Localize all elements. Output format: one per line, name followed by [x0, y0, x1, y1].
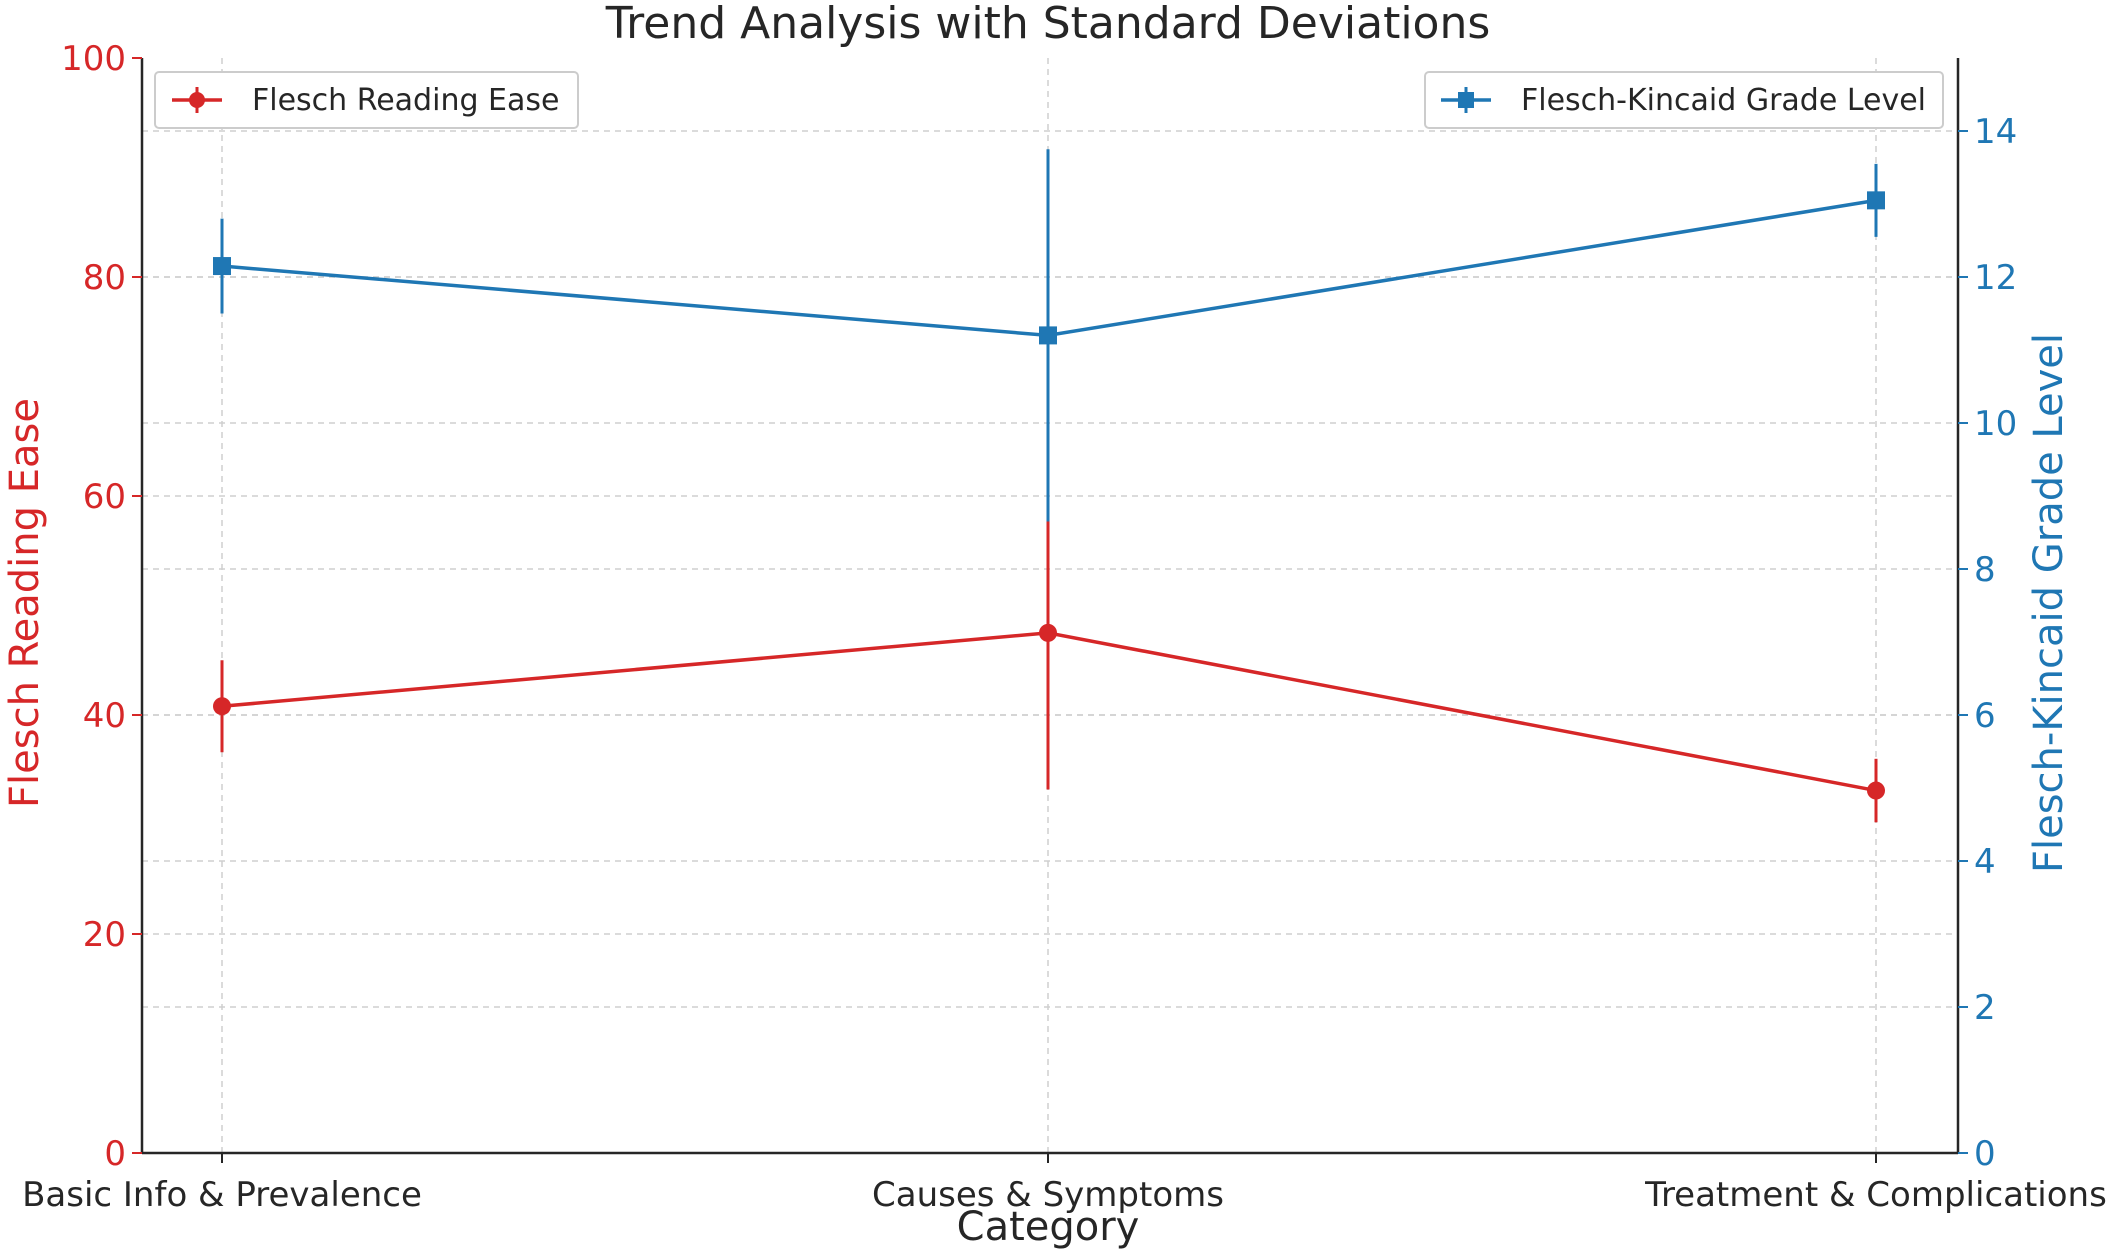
- y-right-tick-label-6: 6: [1974, 696, 1996, 736]
- y-right-tick-label-8: 8: [1974, 550, 1996, 590]
- series-0-point-0: [213, 697, 231, 716]
- y-right-tick-label-0: 0: [1974, 1134, 1996, 1174]
- series-0-point-1: [1039, 623, 1057, 642]
- series-0-point-2: [1867, 781, 1885, 800]
- y-axis-right-label: Flesch-Kincaid Grade Level: [2026, 333, 2072, 873]
- y-right-tick-label-10: 10: [1974, 404, 2017, 444]
- y-left-tick-label-60: 60: [83, 477, 126, 517]
- series-layer: [213, 149, 1885, 823]
- axes: 0 20 40 60 80 100 0 2 4 6 8 10 12 14 Basic Info & Prev…: [22, 39, 2107, 1215]
- y-left-tick-label-40: 40: [83, 696, 126, 736]
- series-1-point-1: [1039, 326, 1057, 345]
- legend-label-fre: Flesch Reading Ease: [252, 83, 559, 118]
- y-axis-left-label: Flesch Reading Ease: [2, 398, 48, 808]
- y-right-tick-label-14: 14: [1974, 112, 2017, 152]
- x-tick-label-1: Causes & Symptoms: [872, 1175, 1224, 1215]
- grid-lines: [142, 58, 1958, 1153]
- series-1-point-2: [1867, 191, 1885, 210]
- y-right-tick-label-12: 12: [1974, 258, 2017, 298]
- y-left-tick-label-0: 0: [104, 1134, 126, 1174]
- legend-flesch-kincaid: Flesch-Kincaid Grade Level: [1424, 71, 1944, 129]
- legend-label-fkgl: Flesch-Kincaid Grade Level: [1521, 83, 1926, 118]
- chart-title: Trend Analysis with Standard Deviations: [605, 0, 1491, 49]
- y-left-tick-label-100: 100: [61, 39, 126, 79]
- x-tick-label-0: Basic Info & Prevalence: [22, 1175, 422, 1215]
- y-left-tick-label-80: 80: [83, 258, 126, 298]
- series-1-point-0: [213, 257, 231, 276]
- y-left-tick-label-20: 20: [83, 915, 126, 955]
- legend-flesch-reading-ease: Flesch Reading Ease: [154, 71, 579, 129]
- x-axis-label: Category: [957, 1204, 1140, 1250]
- x-tick-label-2: Treatment & Complications: [1644, 1175, 2107, 1215]
- y-right-tick-label-2: 2: [1974, 988, 1996, 1028]
- y-right-tick-label-4: 4: [1974, 842, 1996, 882]
